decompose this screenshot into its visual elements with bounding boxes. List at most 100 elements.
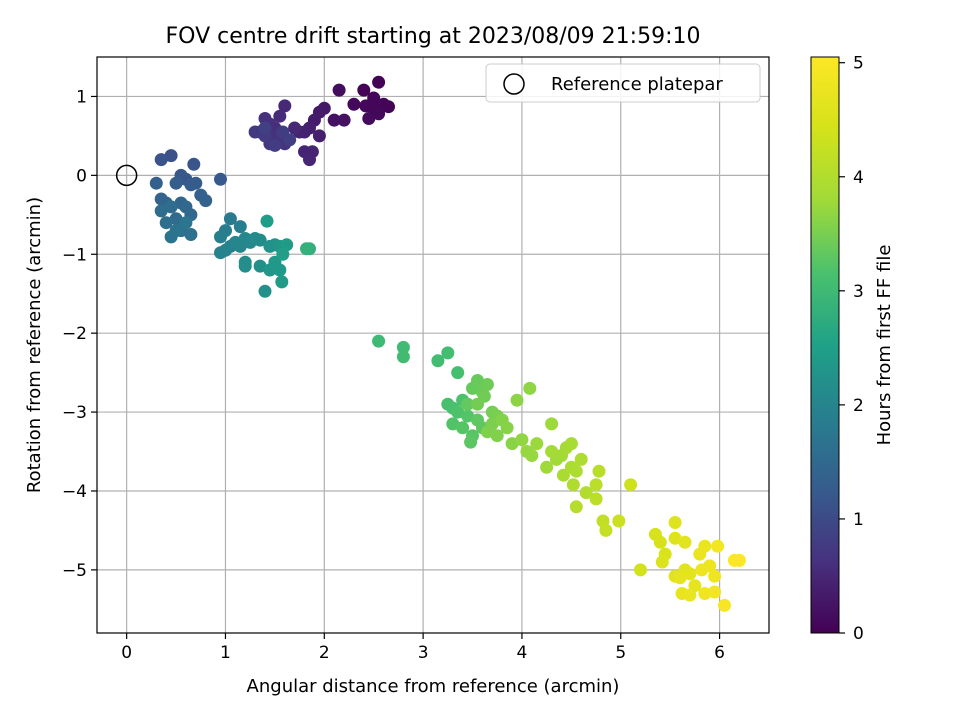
data-point bbox=[451, 366, 465, 380]
data-point bbox=[634, 563, 647, 577]
data-point bbox=[258, 284, 272, 298]
data-point bbox=[446, 417, 460, 431]
reference-platepar-marker bbox=[115, 164, 138, 187]
data-point bbox=[300, 242, 313, 256]
x-tick-label: 0 bbox=[121, 643, 132, 663]
y-tick-label: −3 bbox=[62, 403, 87, 423]
data-point bbox=[223, 212, 237, 226]
data-point bbox=[214, 246, 227, 260]
y-axis-ticks: 1 0 −1 −2 −3 −4 −5 bbox=[62, 87, 97, 581]
colorbar-tick-label: 0 bbox=[853, 624, 864, 644]
grid-lines bbox=[97, 57, 769, 633]
data-point bbox=[471, 374, 484, 387]
data-point bbox=[248, 125, 262, 139]
y-axis-label: Rotation from reference (arcmin) bbox=[24, 197, 45, 493]
data-point bbox=[624, 478, 638, 492]
x-tick-label: 4 bbox=[517, 643, 528, 663]
x-tick-label: 1 bbox=[220, 643, 231, 663]
data-point bbox=[312, 129, 326, 143]
data-point bbox=[569, 464, 583, 478]
data-point bbox=[451, 405, 465, 419]
data-point bbox=[464, 435, 478, 449]
data-point bbox=[500, 421, 514, 435]
data-point bbox=[327, 113, 341, 127]
data-point bbox=[169, 224, 183, 238]
data-point bbox=[367, 91, 381, 105]
data-point bbox=[612, 514, 626, 528]
data-point bbox=[461, 409, 475, 423]
data-point bbox=[253, 259, 267, 273]
data-point bbox=[159, 216, 173, 230]
data-point bbox=[698, 539, 712, 553]
data-point bbox=[179, 216, 193, 230]
data-point bbox=[683, 567, 697, 581]
data-point bbox=[258, 112, 272, 125]
data-point bbox=[564, 437, 578, 451]
data-point bbox=[510, 393, 524, 407]
y-tick-label: 0 bbox=[76, 166, 87, 186]
data-point bbox=[668, 531, 682, 545]
data-point bbox=[337, 113, 351, 127]
data-point bbox=[357, 83, 371, 97]
data-point bbox=[362, 112, 376, 125]
data-point bbox=[566, 478, 580, 492]
data-point bbox=[431, 354, 445, 368]
data-point bbox=[372, 75, 386, 89]
data-point bbox=[668, 516, 682, 529]
data-point bbox=[599, 523, 613, 537]
data-point bbox=[396, 350, 410, 364]
data-point bbox=[372, 107, 386, 121]
data-point bbox=[545, 445, 559, 458]
data-point bbox=[592, 464, 606, 478]
data-point bbox=[258, 121, 272, 135]
data-point bbox=[273, 263, 287, 277]
data-point bbox=[718, 598, 731, 612]
data-point bbox=[490, 429, 504, 443]
data-point bbox=[372, 334, 386, 348]
data-point bbox=[164, 200, 178, 214]
data-point bbox=[268, 138, 282, 152]
x-axis-label: Angular distance from reference (arcmin) bbox=[247, 676, 620, 697]
data-point bbox=[480, 378, 494, 391]
data-point bbox=[187, 157, 201, 171]
colorbar-ticks: 0 1 2 3 4 5 bbox=[839, 54, 864, 644]
x-tick-label: 2 bbox=[319, 643, 330, 663]
data-point bbox=[471, 397, 484, 411]
data-point bbox=[396, 340, 410, 354]
data-point bbox=[253, 233, 267, 247]
data-point bbox=[711, 539, 725, 553]
data-point bbox=[288, 121, 302, 135]
data-point bbox=[655, 555, 669, 569]
data-point bbox=[523, 381, 537, 395]
legend-label: Reference platepar bbox=[551, 74, 723, 95]
data-point bbox=[708, 569, 722, 583]
data-point bbox=[238, 259, 252, 273]
y-tick-label: −1 bbox=[62, 245, 87, 265]
data-point bbox=[332, 83, 346, 97]
colorbar-tick-label: 4 bbox=[853, 168, 864, 188]
reference-marker-layer bbox=[115, 164, 138, 187]
data-point bbox=[260, 214, 274, 228]
data-point bbox=[184, 228, 198, 241]
y-tick-label: −5 bbox=[62, 561, 87, 581]
data-point bbox=[698, 587, 712, 600]
data-point bbox=[214, 172, 227, 186]
data-point bbox=[461, 397, 475, 411]
data-point bbox=[276, 247, 290, 261]
data-point bbox=[283, 133, 297, 147]
data-point bbox=[154, 204, 168, 218]
data-point bbox=[589, 492, 603, 506]
data-point bbox=[214, 230, 227, 244]
data-points bbox=[149, 75, 746, 612]
data-point bbox=[678, 535, 692, 549]
data-point bbox=[574, 452, 588, 466]
data-point bbox=[505, 437, 519, 451]
colorbar bbox=[810, 56, 840, 634]
data-point bbox=[347, 97, 361, 111]
data-point bbox=[589, 478, 603, 492]
data-point bbox=[303, 153, 316, 167]
data-point bbox=[456, 421, 470, 435]
colorbar-tick-label: 5 bbox=[853, 54, 864, 74]
data-point bbox=[515, 433, 529, 447]
colorbar-tick-label: 1 bbox=[853, 510, 864, 530]
